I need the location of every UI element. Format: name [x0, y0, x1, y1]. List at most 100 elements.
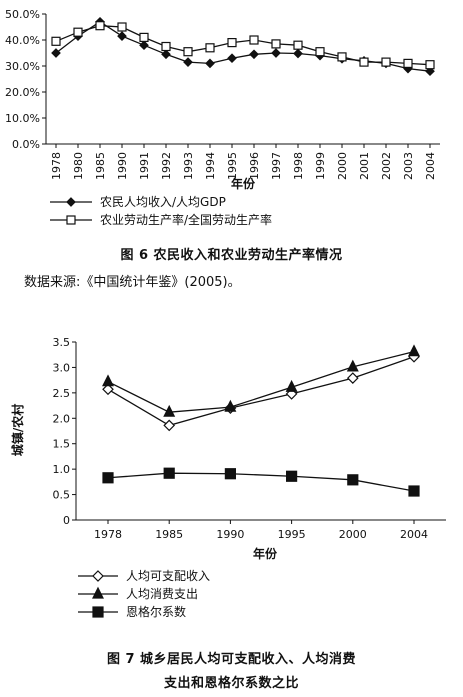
series-2-point: [224, 399, 237, 412]
series-2-point: [102, 374, 114, 387]
series-2-point: [205, 43, 215, 53]
x-tick-label: 1997: [270, 152, 283, 180]
series-line-3: [107, 472, 415, 492]
series-1-point: [183, 57, 193, 67]
x-tick-label: 1995: [278, 528, 306, 541]
series-group: [102, 344, 420, 497]
series-group: [51, 16, 435, 77]
x-axis-label: 年份: [253, 546, 278, 561]
y-axis-label: 城镇/农村: [10, 404, 25, 456]
x-tick-label: 1996: [248, 152, 261, 180]
legend-entry: 恩格尔系数: [126, 604, 186, 619]
legend-marker: [66, 215, 76, 225]
series-1-point: [161, 49, 171, 60]
series-2-point: [403, 58, 413, 69]
x-axis-ticks: 1978 1985 1990 1995 2000 2004: [94, 520, 428, 541]
series-1-point: [205, 58, 215, 69]
series-1-point: [163, 419, 176, 432]
series-2-point: [346, 359, 359, 372]
series-2-point: [408, 344, 420, 357]
series-1-point: [249, 49, 259, 60]
series-1-point: [293, 48, 303, 59]
series-2-point: [163, 404, 176, 417]
series-2-point: [315, 47, 325, 57]
x-axis-label: 年份: [231, 176, 256, 191]
y-tick-label: 40.0%: [5, 34, 40, 47]
series-1-point: [271, 48, 281, 58]
series-3-point: [347, 474, 359, 486]
series-3-point: [163, 467, 175, 479]
series-3-point: [102, 472, 114, 484]
legend-entry: 人均消费支出: [126, 587, 198, 601]
legend-marker: [92, 606, 104, 618]
legend-entry: 农业劳动生产率/全国劳动生产率: [100, 212, 272, 227]
series-2-point: [425, 60, 435, 70]
x-tick-label: 1980: [72, 152, 85, 180]
y-tick-label: 30.0%: [5, 60, 40, 73]
figure-7-caption-line-2: 支出和恩格尔系数之比: [163, 676, 299, 691]
series-2-point: [359, 57, 369, 67]
legend-entry: 农民人均收入/人均GDP: [100, 195, 226, 209]
y-tick-label: 0.5: [53, 489, 71, 502]
legend-entry: 人均可支配收入: [126, 569, 210, 583]
x-tick-label: 1993: [182, 152, 195, 180]
series-2-point: [293, 40, 303, 50]
y-tick-label: 20.0%: [5, 86, 40, 99]
series-2-point: [117, 22, 127, 32]
series-3-point: [286, 470, 298, 482]
y-tick-label: 1.5: [53, 438, 71, 451]
series-2-point: [161, 41, 171, 52]
series-1-point: [51, 48, 61, 58]
series-3-point: [224, 468, 236, 480]
y-tick-label: 1.0: [53, 463, 71, 476]
figure-6-source: 数据来源:《中国统计年鉴》(2005)。: [24, 275, 241, 290]
x-tick-label: 1998: [292, 152, 305, 180]
x-tick-label: 2003: [402, 152, 415, 180]
x-tick-label: 2001: [358, 152, 371, 180]
x-tick-label: 1990: [116, 152, 129, 180]
series-2-point: [381, 57, 391, 67]
x-tick-label: 1992: [160, 152, 173, 180]
y-axis-ticks: 0 0.5 1.0 1.5 2.0 2.5 3.0 3.5: [53, 336, 76, 527]
legend-marker: [92, 570, 104, 582]
series-2-point: [51, 36, 61, 46]
y-tick-label: 0: [63, 514, 70, 527]
x-tick-label: 1991: [138, 152, 151, 180]
series-3-point: [408, 485, 420, 497]
legend-marker: [92, 586, 104, 599]
series-2-point: [249, 35, 259, 45]
x-tick-label: 1985: [94, 152, 107, 180]
series-2-point: [227, 37, 237, 48]
series-1-point: [346, 372, 359, 384]
x-tick-label: 1990: [216, 528, 244, 541]
y-tick-label: 10.0%: [5, 112, 40, 125]
x-tick-label: 1985: [155, 528, 183, 541]
series-2-point: [139, 32, 149, 43]
chart-urban-rural-ratio: 城镇/农村 0 0.5 1.0 1.5 2.0 2.5 3.0 3.5 1978 1985 199…: [10, 336, 446, 619]
y-tick-label: 50.0%: [5, 8, 40, 21]
y-tick-label: 0.0%: [12, 138, 40, 151]
series-2-point: [337, 52, 347, 62]
figure-6-caption: 图 6 农民收入和农业劳动生产率情况: [120, 248, 343, 263]
x-tick-label: 2004: [424, 152, 437, 180]
series-2-point: [183, 47, 193, 57]
series-2-point: [271, 39, 281, 49]
chart-agri-ratio: 0.0% 10.0% 20.0% 30.0% 40.0% 50.0% 1978 1980 19…: [5, 8, 440, 227]
series-line-2: [107, 351, 415, 413]
series-2-point: [285, 379, 298, 392]
y-tick-label: 3.5: [53, 336, 71, 349]
series-2-point: [95, 21, 105, 31]
series-1-point: [227, 53, 237, 64]
series-1-point: [102, 383, 114, 396]
series-line-2: [55, 25, 431, 66]
y-tick-label: 2.5: [53, 387, 71, 400]
legend: 农民人均收入/人均GDP 农业劳动生产率/全国劳动生产率: [50, 195, 272, 227]
x-tick-label: 2002: [380, 152, 393, 180]
x-tick-label: 1999: [314, 152, 327, 180]
y-axis-ticks: 0.0% 10.0% 20.0% 30.0% 40.0% 50.0%: [5, 8, 46, 151]
figure-7-caption-line-1: 图 7 城乡居民人均可支配收入、人均消费: [106, 652, 357, 667]
x-tick-label: 1978: [50, 152, 63, 180]
x-axis-ticks: 1978 1980 1985 1990 1991 1992 1993 1994 1995 1996…: [50, 144, 437, 180]
series-2-point: [73, 27, 83, 37]
